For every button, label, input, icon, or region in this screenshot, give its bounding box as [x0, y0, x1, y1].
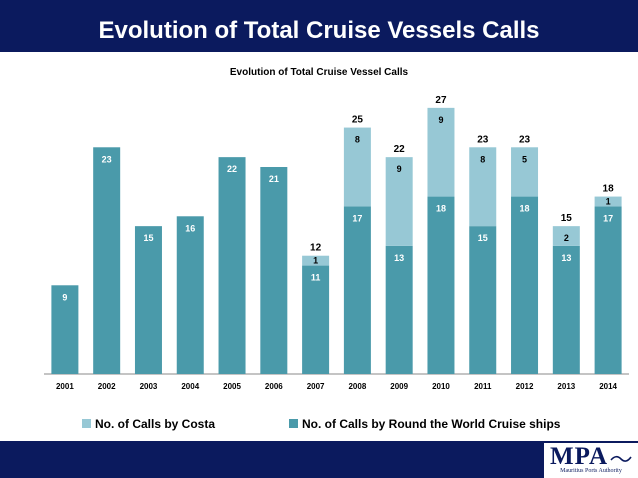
wave-icon	[610, 455, 632, 462]
chart-area: Evolution of Total Cruise Vessel Calls 9…	[1, 52, 637, 441]
mpa-logo: MPA Mauritius Ports Authority	[544, 443, 638, 478]
legend: No. of Calls by Costa No. of Calls by Rou…	[82, 417, 561, 431]
legend-label-0: No. of Calls by Costa	[95, 417, 215, 431]
bar-costa-2013	[552, 226, 580, 246]
slide-title: Evolution of Total Cruise Vessels Calls	[98, 17, 540, 44]
tick-label-2008: 2008	[348, 382, 366, 391]
bar-round-world-2012	[511, 196, 539, 374]
bar-round-world-2002	[93, 147, 121, 374]
label-round-world-2014: 17	[603, 213, 613, 223]
tick-label-2007: 2007	[307, 382, 325, 391]
legend-label-1: No. of Calls by Round the World Cruise s…	[302, 417, 561, 431]
tick-label-2003: 2003	[140, 382, 158, 391]
label-round-world-2008: 17	[352, 213, 362, 223]
cruise-calls-chart: Evolution of Total Cruise Vessel Calls 9…	[44, 67, 629, 431]
chart-title: Evolution of Total Cruise Vessel Calls	[230, 67, 409, 78]
label-total-2010: 27	[435, 95, 447, 106]
legend-swatch-1	[289, 419, 298, 428]
label-total-2011: 23	[477, 134, 489, 145]
label-round-world-2005: 22	[227, 164, 237, 174]
label-round-world-2011: 15	[478, 233, 488, 243]
label-total-2009: 22	[394, 144, 406, 155]
bar-round-world-2006	[260, 167, 288, 374]
tick-label-2005: 2005	[223, 382, 241, 391]
bar-round-world-2008	[343, 206, 371, 374]
legend-swatch-0	[82, 419, 91, 428]
label-total-2014: 18	[603, 184, 615, 195]
label-costa-2011: 8	[480, 154, 485, 164]
bar-costa-2014	[594, 196, 622, 207]
bar-costa-2012	[511, 147, 539, 197]
label-costa-2010: 9	[438, 115, 443, 125]
label-total-2012: 23	[519, 134, 531, 145]
bar-round-world-2011	[469, 226, 497, 374]
tick-label-2011: 2011	[474, 382, 492, 391]
label-costa-2008: 8	[355, 135, 360, 145]
bar-costa-2007	[302, 255, 330, 266]
label-round-world-2007: 11	[311, 273, 321, 283]
label-round-world-2003: 15	[143, 233, 153, 243]
tick-label-2002: 2002	[98, 382, 116, 391]
bar-round-world-2009	[385, 245, 413, 374]
label-total-2013: 15	[561, 213, 573, 224]
label-round-world-2012: 18	[520, 204, 530, 214]
tick-label-2004: 2004	[181, 382, 199, 391]
tick-label-2006: 2006	[265, 382, 283, 391]
label-costa-2007: 1	[313, 256, 318, 266]
label-round-world-2013: 13	[561, 253, 571, 263]
label-round-world-2009: 13	[394, 253, 404, 263]
footer-bar	[0, 441, 638, 478]
title-bar	[0, 0, 638, 52]
logo-subtitle: Mauritius Ports Authority	[560, 468, 622, 474]
tick-label-2014: 2014	[599, 382, 617, 391]
label-round-world-2001: 9	[62, 292, 67, 302]
label-total-2008: 25	[352, 115, 364, 126]
label-round-world-2006: 21	[269, 174, 279, 184]
bar-costa-2011	[469, 147, 497, 227]
label-total-2007: 12	[310, 243, 322, 254]
bar-round-world-2003	[134, 226, 162, 374]
bar-round-world-2013	[552, 245, 580, 374]
bar-round-world-2004	[176, 216, 204, 374]
bar-round-world-2005	[218, 157, 246, 374]
label-round-world-2002: 23	[102, 154, 112, 164]
label-costa-2013: 2	[564, 233, 569, 243]
label-costa-2009: 9	[397, 164, 402, 174]
bar-round-world-2014	[594, 206, 622, 374]
tick-label-2009: 2009	[390, 382, 408, 391]
tick-label-2012: 2012	[516, 382, 534, 391]
bar-round-world-2007	[302, 265, 330, 374]
bar-round-world-2010	[427, 196, 455, 374]
logo-mark: MPA	[550, 443, 609, 470]
bar-round-world-2001	[51, 285, 79, 374]
tick-label-2013: 2013	[557, 382, 575, 391]
label-round-world-2010: 18	[436, 204, 446, 214]
label-round-world-2004: 16	[185, 223, 195, 233]
bar-costa-2009	[385, 157, 413, 246]
bar-costa-2010	[427, 107, 455, 197]
label-group: 9200123200215200316200422200521200611112…	[56, 95, 618, 391]
bar-group	[51, 107, 622, 374]
tick-label-2001: 2001	[56, 382, 74, 391]
label-costa-2012: 5	[522, 154, 527, 164]
tick-label-2010: 2010	[432, 382, 450, 391]
bar-costa-2008	[343, 127, 371, 207]
label-costa-2014: 1	[606, 197, 611, 207]
